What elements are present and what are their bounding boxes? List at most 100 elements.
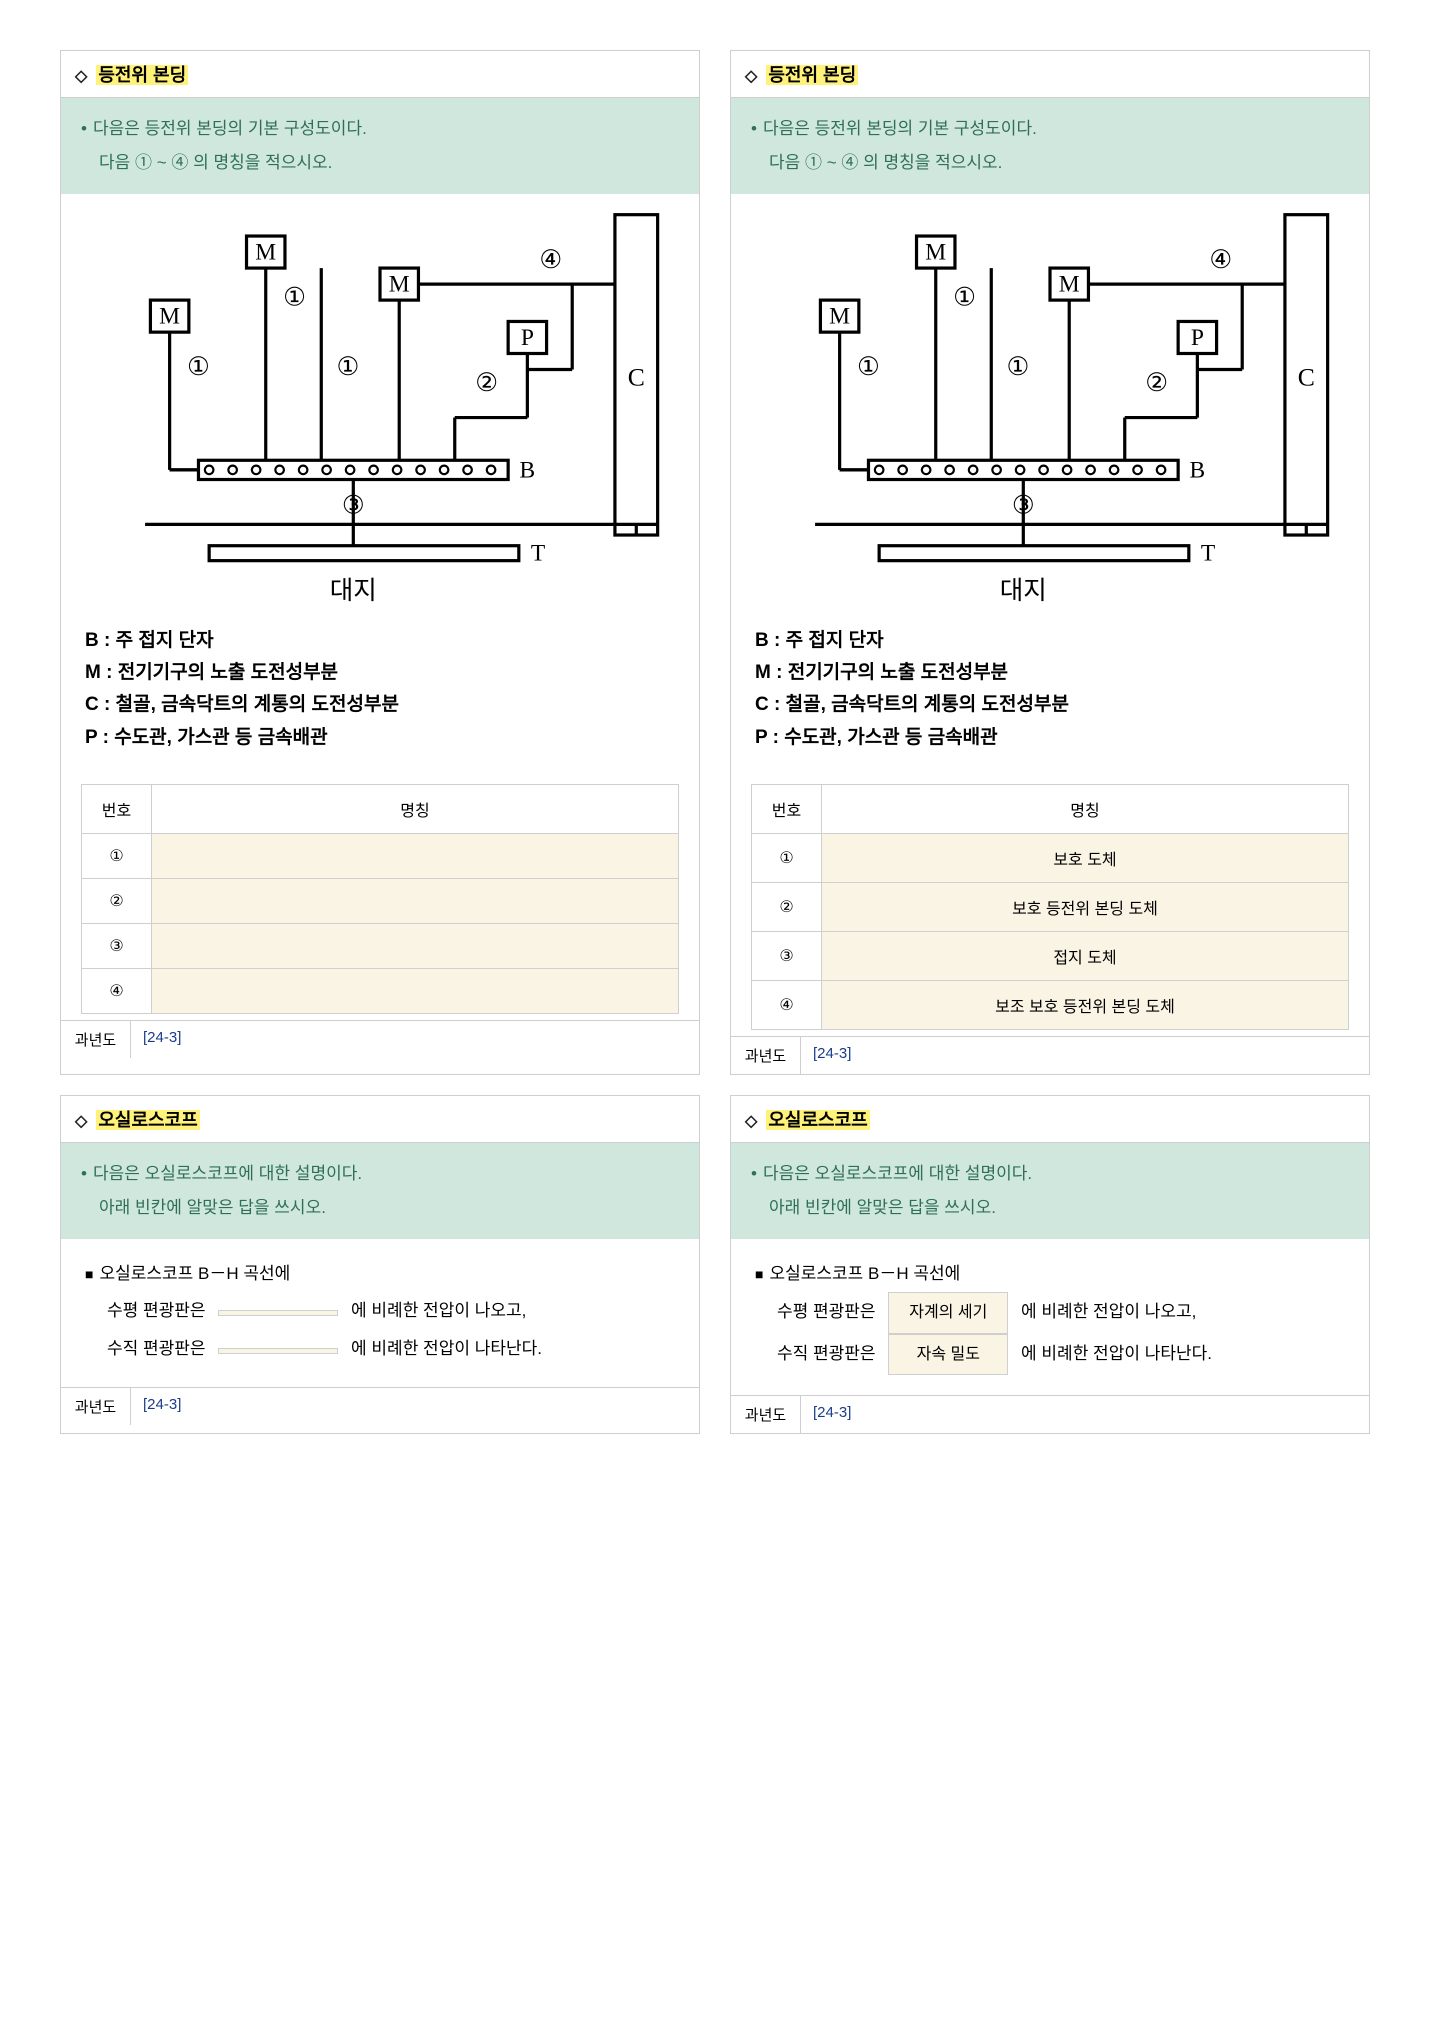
- legend-b: B : 주 접지 단자: [85, 625, 675, 657]
- table-row: ①보호 도체: [752, 833, 1349, 882]
- diamond-icon: ◇: [745, 1113, 757, 1130]
- diamond-icon: ◇: [75, 68, 87, 85]
- card-oscilloscope-right: ◇ 오실로스코프 •다음은 오실로스코프에 대한 설명이다. 아래 빈칸에 알맞…: [730, 1095, 1370, 1434]
- svg-text:B: B: [1190, 457, 1206, 483]
- q-line2: 다음 ① ~ ④ 의 명칭을 적으시오.: [99, 153, 332, 172]
- title-text: 오실로스코프: [96, 1110, 199, 1130]
- bonding-diagram: CBT대지MMMP①①①②③④: [751, 204, 1349, 610]
- svg-text:P: P: [521, 325, 534, 351]
- legend: B : 주 접지 단자 M : 전기기구의 노출 도전성부분 C : 철골, 금…: [731, 621, 1369, 770]
- square-icon: ■: [85, 1266, 93, 1282]
- title-text: 등전위 본딩: [766, 65, 858, 85]
- oscilloscope-body: ■ 오실로스코프 B－H 곡선에 수평 편광판은 자계의 세기 에 비례한 전압이…: [731, 1239, 1369, 1395]
- svg-text:T: T: [1201, 541, 1215, 567]
- svg-text:M: M: [1059, 272, 1080, 298]
- th-name: 명칭: [152, 784, 679, 833]
- q-line1: 다음은 등전위 본딩의 기본 구성도이다.: [763, 119, 1037, 138]
- th-no: 번호: [82, 784, 152, 833]
- card-title: ◇ 등전위 본딩: [731, 51, 1369, 98]
- line1b: 에 비례한 전압이 나오고,: [351, 1301, 526, 1320]
- answer-table-wrap: 번호명칭 ①보호 도체 ②보호 등전위 본딩 도체 ③접지 도체 ④보조 보호 …: [731, 770, 1369, 1036]
- question-box: •다음은 오실로스코프에 대한 설명이다. 아래 빈칸에 알맞은 답을 쓰시오.: [61, 1143, 699, 1239]
- svg-text:①: ①: [336, 352, 359, 381]
- question-box: •다음은 등전위 본딩의 기본 구성도이다. 다음 ① ~ ④ 의 명칭을 적으…: [61, 98, 699, 194]
- card-title: ◇ 등전위 본딩: [61, 51, 699, 98]
- footer-value: [24-3]: [131, 1021, 699, 1058]
- th-no: 번호: [752, 784, 822, 833]
- line1b: 에 비례한 전압이 나오고,: [1021, 1302, 1196, 1321]
- answer-table: 번호명칭 ①보호 도체 ②보호 등전위 본딩 도체 ③접지 도체 ④보조 보호 …: [751, 784, 1349, 1030]
- q-line2: 아래 빈칸에 알맞은 답을 쓰시오.: [769, 1198, 996, 1217]
- footer-value: [24-3]: [801, 1396, 1369, 1433]
- svg-text:B: B: [520, 457, 536, 483]
- card-footer: 과년도 [24-3]: [731, 1395, 1369, 1433]
- svg-text:M: M: [829, 304, 850, 330]
- table-row: ③: [82, 923, 679, 968]
- oscilloscope-body: ■ 오실로스코프 B－H 곡선에 수평 편광판은 에 비례한 전압이 나오고, 수…: [61, 1239, 699, 1387]
- question-box: •다음은 오실로스코프에 대한 설명이다. 아래 빈칸에 알맞은 답을 쓰시오.: [731, 1143, 1369, 1239]
- diamond-icon: ◇: [745, 68, 757, 85]
- footer-label: 과년도: [731, 1037, 801, 1074]
- svg-text:C: C: [628, 363, 645, 392]
- legend-m: M : 전기기구의 노출 도전성부분: [755, 657, 1345, 689]
- footer-value: [24-3]: [131, 1388, 699, 1425]
- svg-text:①: ①: [1006, 352, 1029, 381]
- card-footer: 과년도 [24-3]: [731, 1036, 1369, 1074]
- svg-text:②: ②: [475, 368, 498, 397]
- square-icon: ■: [755, 1266, 763, 1282]
- line2a: 수직 편광판은: [107, 1339, 206, 1358]
- card-footer: 과년도 [24-3]: [61, 1387, 699, 1425]
- svg-text:T: T: [531, 541, 545, 567]
- blank-2[interactable]: [218, 1348, 338, 1354]
- card-bonding-left: ◇ 등전위 본딩 •다음은 등전위 본딩의 기본 구성도이다. 다음 ① ~ ④…: [60, 50, 700, 1075]
- sub-line: 오실로스코프 B－H 곡선에: [99, 1264, 290, 1283]
- legend-c: C : 철골, 금속닥트의 계통의 도전성부분: [85, 689, 675, 721]
- svg-text:대지: 대지: [1000, 576, 1047, 605]
- q-line1: 다음은 오실로스코프에 대한 설명이다.: [763, 1164, 1032, 1183]
- svg-text:③: ③: [342, 491, 365, 520]
- legend-c: C : 철골, 금속닥트의 계통의 도전성부분: [755, 689, 1345, 721]
- table-row: ②보호 등전위 본딩 도체: [752, 882, 1349, 931]
- legend-b: B : 주 접지 단자: [755, 625, 1345, 657]
- diagram-wrap: CBT대지MMMP①①①②③④: [731, 194, 1369, 621]
- blank-1[interactable]: 자계의 세기: [888, 1292, 1008, 1333]
- blank-2[interactable]: 자속 밀도: [888, 1334, 1008, 1375]
- svg-text:①: ①: [187, 352, 210, 381]
- footer-label: 과년도: [61, 1388, 131, 1425]
- line2b: 에 비례한 전압이 나타난다.: [1021, 1344, 1212, 1363]
- diagram-wrap: CBT대지MMMP①①①②③④: [61, 194, 699, 621]
- table-row: ③접지 도체: [752, 931, 1349, 980]
- svg-text:①: ①: [283, 282, 306, 311]
- svg-text:M: M: [925, 240, 946, 266]
- card-footer: 과년도 [24-3]: [61, 1020, 699, 1058]
- svg-text:M: M: [389, 272, 410, 298]
- page: ◇ 등전위 본딩 •다음은 등전위 본딩의 기본 구성도이다. 다음 ① ~ ④…: [0, 0, 1430, 1484]
- th-name: 명칭: [822, 784, 1349, 833]
- blank-1[interactable]: [218, 1310, 338, 1316]
- legend-p: P : 수도관, 가스관 등 금속배관: [85, 722, 675, 754]
- svg-text:M: M: [255, 240, 276, 266]
- line2b: 에 비례한 전압이 나타난다.: [351, 1339, 542, 1358]
- line1a: 수평 편광판은: [107, 1301, 206, 1320]
- sub-line: 오실로스코프 B－H 곡선에: [769, 1264, 960, 1283]
- legend-m: M : 전기기구의 노출 도전성부분: [85, 657, 675, 689]
- table-row: ④보조 보호 등전위 본딩 도체: [752, 980, 1349, 1029]
- card-title: ◇ 오실로스코프: [731, 1096, 1369, 1143]
- card-bonding-right: ◇ 등전위 본딩 •다음은 등전위 본딩의 기본 구성도이다. 다음 ① ~ ④…: [730, 50, 1370, 1075]
- title-text: 등전위 본딩: [96, 65, 188, 85]
- q-line1: 다음은 등전위 본딩의 기본 구성도이다.: [93, 119, 367, 138]
- table-row: ②: [82, 878, 679, 923]
- svg-text:C: C: [1298, 363, 1315, 392]
- footer-label: 과년도: [61, 1021, 131, 1058]
- svg-text:①: ①: [953, 282, 976, 311]
- legend: B : 주 접지 단자 M : 전기기구의 노출 도전성부분 C : 철골, 금…: [61, 621, 699, 770]
- table-row: ①: [82, 833, 679, 878]
- svg-text:대지: 대지: [330, 576, 377, 605]
- table-row: ④: [82, 968, 679, 1013]
- card-title: ◇ 오실로스코프: [61, 1096, 699, 1143]
- diamond-icon: ◇: [75, 1113, 87, 1130]
- svg-text:④: ④: [1209, 245, 1232, 274]
- svg-text:②: ②: [1145, 368, 1168, 397]
- q-line2: 아래 빈칸에 알맞은 답을 쓰시오.: [99, 1198, 326, 1217]
- line1a: 수평 편광판은: [777, 1302, 876, 1321]
